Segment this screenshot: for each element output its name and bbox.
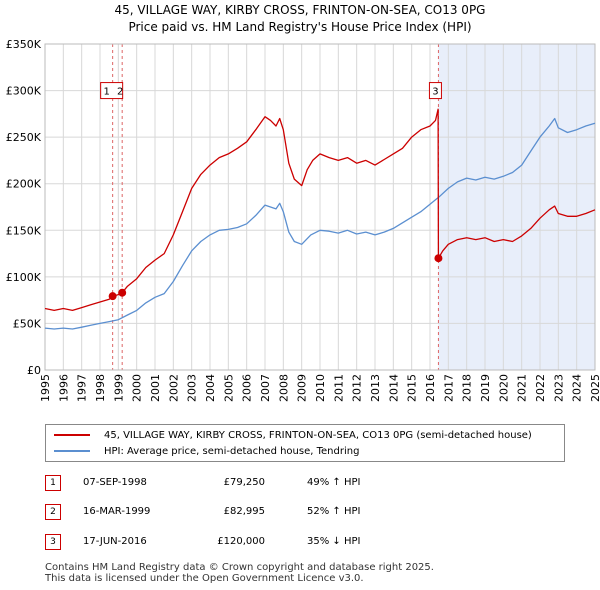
x-tick-label: 2019 (479, 374, 492, 402)
x-tick-label: 2010 (314, 374, 327, 402)
x-tick-label: 2016 (424, 374, 437, 402)
sale-point (108, 292, 117, 301)
shaded-region (438, 44, 595, 370)
legend-label-hpi: HPI: Average price, semi-detached house,… (104, 446, 360, 457)
x-tick-label: 1996 (57, 374, 70, 402)
sale-hpi-change: 35% ↓ HPI (307, 536, 361, 547)
x-tick-label: 2002 (167, 374, 180, 402)
x-tick-label: 2000 (131, 374, 144, 402)
x-tick-label: 2024 (571, 374, 584, 402)
y-tick-label: £200K (6, 178, 42, 191)
x-tick-label: 2023 (552, 374, 565, 402)
legend-swatch-hpi (54, 450, 90, 452)
legend-swatch-property (54, 434, 90, 436)
sale-price: £82,995 (223, 506, 265, 517)
legend-item-hpi: HPI: Average price, semi-detached house,… (54, 445, 359, 459)
x-tick-label: 2001 (149, 374, 162, 402)
hpi-line (44, 117, 596, 330)
sale-badge: 1 (45, 475, 61, 491)
x-tick-label: 2021 (516, 374, 529, 402)
x-tick-label: 2003 (186, 374, 199, 402)
sale-point (434, 254, 443, 263)
sale-callout-box (428, 82, 442, 100)
x-tick-label: 2009 (296, 374, 309, 402)
legend-item-property: 45, VILLAGE WAY, KIRBY CROSS, FRINTON-ON… (54, 429, 532, 443)
sale-hpi-change: 52% ↑ HPI (307, 506, 361, 517)
sale-row: 3 17-JUN-2016 £120,000 35% ↓ HPI (45, 534, 565, 552)
x-tick-label: 2017 (442, 374, 455, 402)
sale-price: £79,250 (223, 477, 265, 488)
legend: 45, VILLAGE WAY, KIRBY CROSS, FRINTON-ON… (45, 424, 565, 462)
price-chart: 1 2 3 £0 £50K £100K £150K £200K £250K £300K £350K 1… (6, 38, 600, 402)
footer-licence: This data is licensed under the Open Gov… (45, 573, 364, 584)
sale-date: 17-JUN-2016 (83, 536, 147, 547)
property-price-line (44, 108, 596, 312)
x-tick-label: 2015 (406, 374, 419, 402)
sale-date: 16-MAR-1999 (83, 506, 151, 517)
sale-row: 1 07-SEP-1998 £79,250 49% ↑ HPI (45, 475, 565, 493)
sale-badge: 3 (45, 534, 61, 550)
x-tick-label: 2022 (534, 374, 547, 402)
footer-copyright: Contains HM Land Registry data © Crown c… (45, 562, 434, 573)
footer: Contains HM Land Registry data © Crown c… (45, 562, 434, 584)
sale-point (118, 288, 127, 297)
y-tick-label: £50K (13, 317, 42, 330)
chart-title: 45, VILLAGE WAY, KIRBY CROSS, FRINTON-ON… (114, 3, 486, 17)
x-tick-label: 2025 (589, 374, 600, 402)
x-tick-label: 2006 (241, 374, 254, 402)
legend-label-property: 45, VILLAGE WAY, KIRBY CROSS, FRINTON-ON… (104, 430, 532, 441)
y-tick-label: £250K (6, 131, 42, 144)
plot-frame (44, 43, 596, 371)
x-tick-label: 2008 (277, 374, 290, 402)
sale-callout-label: 2 (117, 87, 123, 98)
sale-date: 07-SEP-1998 (83, 477, 147, 488)
sale-row: 2 16-MAR-1999 £82,995 52% ↑ HPI (45, 504, 565, 522)
x-tick-label: 2005 (222, 374, 235, 402)
x-tick-label: 2007 (259, 374, 272, 402)
x-tick-label: 2013 (369, 374, 382, 402)
y-tick-label: £0 (27, 364, 41, 377)
x-tick-label: 2020 (497, 374, 510, 402)
x-tick-label: 1998 (94, 374, 107, 402)
x-tick-label: 2014 (387, 374, 400, 402)
sale-hpi-change: 49% ↑ HPI (307, 477, 361, 488)
sale-badge: 2 (45, 504, 61, 520)
sale-callout-label: 1 (103, 87, 109, 98)
x-tick-label: 2018 (461, 374, 474, 402)
x-tick-label: 2011 (332, 374, 345, 402)
y-tick-label: £350K (6, 38, 42, 51)
y-tick-label: £100K (6, 271, 42, 284)
x-tick-label: 1997 (76, 374, 89, 402)
x-tick-label: 1995 (39, 374, 52, 402)
x-tick-label: 1999 (112, 374, 125, 402)
sale-price: £120,000 (217, 536, 265, 547)
y-tick-label: £150K (6, 224, 42, 237)
sale-callout-label: 3 (432, 87, 438, 98)
chart-subtitle: Price paid vs. HM Land Registry's House … (128, 20, 472, 34)
y-tick-label: £300K (6, 85, 42, 98)
x-tick-label: 2004 (204, 374, 217, 402)
x-tick-label: 2012 (351, 374, 364, 402)
chart-title-block: 45, VILLAGE WAY, KIRBY CROSS, FRINTON-ON… (0, 2, 600, 36)
sale-callout-box (100, 82, 124, 100)
